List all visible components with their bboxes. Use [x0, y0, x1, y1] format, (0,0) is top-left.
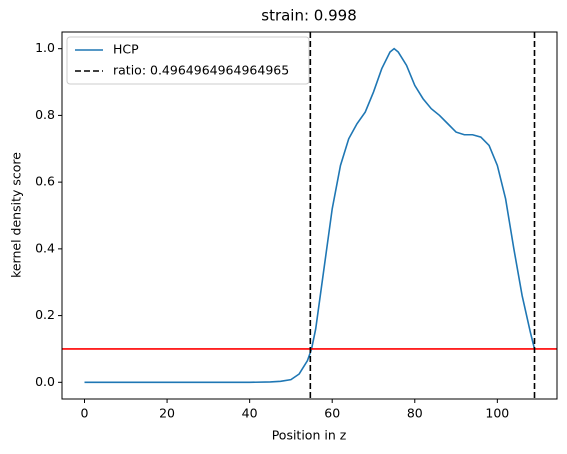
y-axis-label: kernel density score	[9, 152, 24, 278]
plot-frame	[61, 31, 558, 400]
legend-label: HCP	[113, 42, 139, 57]
x-tick-label: 60	[324, 406, 340, 421]
x-tick-label: 0	[81, 406, 89, 421]
x-axis-label: Position in z	[272, 428, 347, 443]
x-tick-label: 100	[485, 406, 509, 421]
data-line	[84, 47, 536, 384]
x-tick-label: 20	[159, 406, 175, 421]
y-tick-label: 1.0	[35, 40, 55, 55]
legend-box	[66, 36, 310, 85]
x-tick-label: 80	[407, 406, 423, 421]
y-tick-label: 0.0	[35, 374, 55, 389]
y-tick-label: 0.8	[35, 107, 55, 122]
y-tick-label: 0.2	[35, 307, 55, 322]
chart-title: strain: 0.998	[261, 7, 357, 25]
legend-label: ratio: 0.4964964964964965	[113, 63, 289, 78]
x-tick-label: 40	[242, 406, 258, 421]
y-tick-label: 0.6	[35, 174, 55, 189]
y-tick-label: 0.4	[35, 240, 55, 255]
